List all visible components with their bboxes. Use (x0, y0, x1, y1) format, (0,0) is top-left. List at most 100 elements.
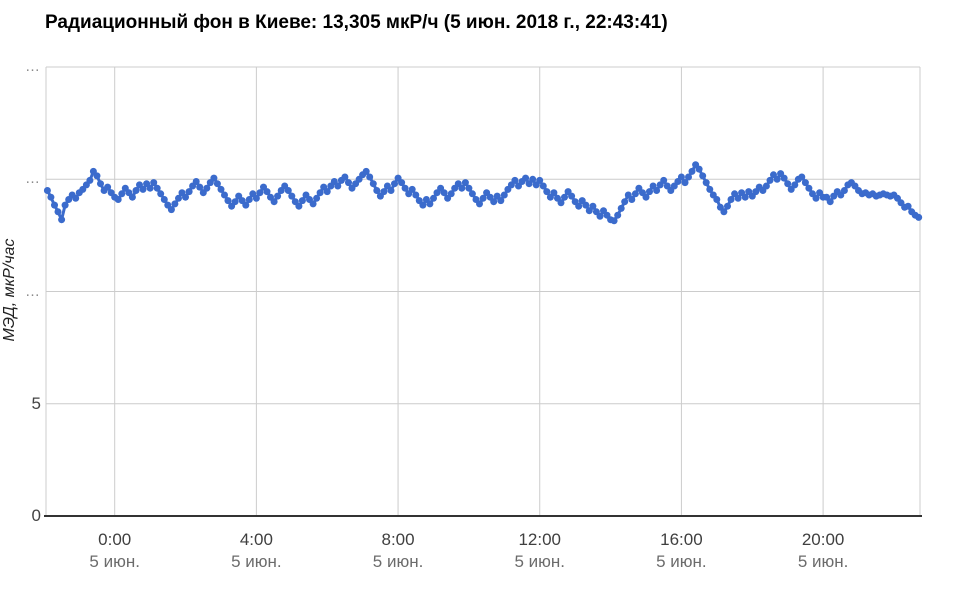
data-point[interactable] (812, 194, 820, 202)
data-point[interactable] (391, 180, 398, 188)
data-point[interactable] (801, 179, 809, 187)
data-point[interactable] (610, 217, 618, 225)
data-point[interactable] (621, 198, 629, 206)
data-point[interactable] (798, 173, 806, 181)
data-point[interactable] (114, 196, 122, 203)
data-point[interactable] (426, 200, 434, 208)
data-point[interactable] (589, 202, 597, 210)
data-point[interactable] (479, 194, 487, 202)
data-point[interactable] (642, 193, 650, 201)
data-point[interactable] (309, 200, 317, 208)
data-point[interactable] (182, 193, 189, 201)
data-point[interactable] (128, 193, 136, 201)
data-point[interactable] (167, 206, 175, 214)
data-point[interactable] (695, 165, 703, 173)
data-point[interactable] (153, 184, 161, 192)
data-point[interactable] (387, 187, 395, 194)
data-point[interactable] (677, 173, 685, 181)
data-point[interactable] (536, 176, 544, 184)
data-point[interactable] (575, 202, 583, 210)
data-point[interactable] (245, 196, 253, 203)
data-point[interactable] (366, 173, 374, 181)
data-point[interactable] (298, 197, 306, 205)
data-point[interactable] (653, 187, 661, 194)
data-point[interactable] (412, 191, 420, 199)
data-point[interactable] (773, 175, 781, 183)
data-point[interactable] (826, 198, 834, 206)
data-point[interactable] (51, 201, 58, 209)
data-point[interactable] (568, 192, 576, 200)
data-point[interactable] (47, 193, 55, 201)
data-point[interactable] (157, 190, 165, 198)
data-point[interactable] (196, 183, 204, 191)
data-point[interactable] (557, 199, 565, 207)
data-point[interactable] (160, 196, 168, 203)
data-point[interactable] (465, 184, 473, 192)
data-point[interactable] (614, 211, 622, 219)
data-point[interactable] (791, 181, 799, 189)
data-point[interactable] (780, 174, 788, 182)
data-point[interactable] (146, 184, 154, 192)
data-point[interactable] (93, 172, 101, 180)
data-point[interactable] (221, 191, 228, 199)
data-point[interactable] (274, 192, 282, 200)
data-point[interactable] (904, 202, 912, 210)
data-point[interactable] (345, 179, 352, 187)
data-point[interactable] (660, 176, 668, 184)
data-point[interactable] (561, 193, 568, 201)
data-point[interactable] (699, 172, 707, 180)
data-point[interactable] (840, 187, 848, 194)
data-point[interactable] (86, 176, 94, 184)
data-point[interactable] (341, 173, 349, 181)
data-point[interactable] (631, 190, 639, 198)
data-point[interactable] (132, 187, 140, 194)
data-point[interactable] (104, 183, 112, 191)
data-point[interactable] (362, 167, 370, 175)
data-point[interactable] (185, 188, 193, 196)
data-point[interactable] (316, 189, 324, 197)
data-point[interactable] (529, 175, 537, 183)
data-point[interactable] (628, 196, 636, 203)
data-point[interactable] (522, 174, 530, 182)
data-point[interactable] (762, 182, 770, 190)
data-point[interactable] (681, 179, 689, 187)
data-point[interactable] (727, 196, 735, 203)
data-point[interactable] (476, 200, 483, 208)
data-point[interactable] (270, 198, 278, 206)
data-point[interactable] (398, 179, 406, 187)
data-point[interactable] (313, 194, 321, 202)
data-point[interactable] (242, 201, 250, 209)
data-point[interactable] (734, 194, 742, 202)
data-point[interactable] (150, 179, 158, 187)
data-point[interactable] (915, 213, 923, 221)
data-point[interactable] (171, 200, 179, 208)
data-point[interactable] (72, 194, 80, 202)
data-point[interactable] (702, 179, 710, 187)
data-point[interactable] (741, 193, 749, 201)
data-point[interactable] (252, 194, 260, 202)
data-point[interactable] (54, 208, 62, 216)
data-point[interactable] (539, 182, 547, 190)
data-point[interactable] (646, 188, 653, 196)
data-point[interactable] (213, 180, 221, 188)
data-point[interactable] (685, 173, 692, 181)
data-point[interactable] (805, 184, 813, 192)
data-point[interactable] (447, 190, 455, 198)
data-point[interactable] (408, 185, 416, 193)
data-point[interactable] (713, 196, 721, 203)
data-point[interactable] (256, 189, 264, 197)
data-point[interactable] (543, 188, 551, 196)
data-point[interactable] (284, 187, 292, 194)
data-point[interactable] (118, 190, 126, 198)
data-point[interactable] (61, 201, 69, 209)
data-point[interactable] (97, 180, 104, 188)
data-point[interactable] (468, 190, 476, 198)
data-point[interactable] (369, 180, 377, 188)
data-point[interactable] (224, 197, 232, 205)
data-point[interactable] (217, 185, 225, 193)
data-point[interactable] (458, 184, 466, 192)
data-point[interactable] (175, 194, 182, 202)
data-point[interactable] (419, 201, 427, 209)
data-point[interactable] (706, 185, 714, 193)
